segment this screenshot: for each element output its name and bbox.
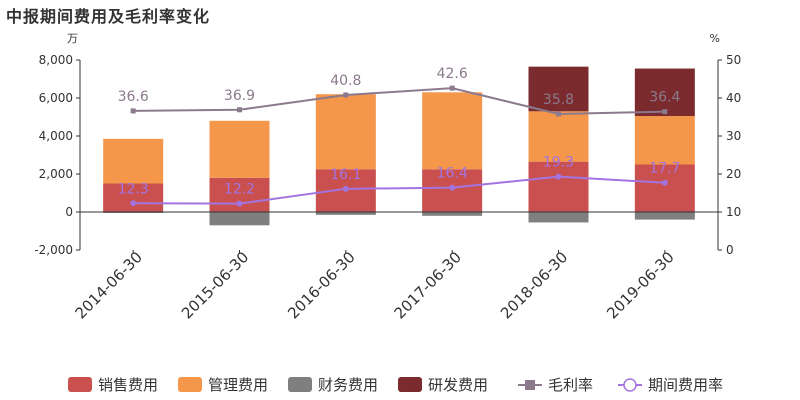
bar-研发费用-2019-06-30 — [634, 68, 695, 117]
bar-财务费用-2015-06-30 — [209, 212, 270, 226]
data-label-毛利率-2017-06-30: 42.6 — [437, 66, 468, 82]
legend-label-毛利率: 毛利率 — [548, 376, 593, 394]
bar-管理费用-2017-06-30 — [422, 92, 483, 170]
line-期间费用率 — [133, 175, 665, 205]
bar-管理费用-2016-06-30 — [315, 94, 376, 170]
chart-title: 中报期间费用及毛利率变化 — [6, 7, 211, 26]
left-tick-label: 6,000 — [39, 91, 73, 105]
point-期间费用率-2014-06-30 — [130, 200, 137, 207]
x-tick-label-2016-06-30: 2016-06-30 — [284, 248, 358, 322]
point-期间费用率-2017-06-30 — [449, 184, 456, 191]
left-tick-label: 2,000 — [39, 167, 73, 181]
legend-label-财务费用: 财务费用 — [318, 376, 378, 394]
legend-label-期间费用率: 期间费用率 — [648, 376, 723, 394]
bar-销售费用-2018-06-30 — [528, 161, 589, 212]
bar-销售费用-2014-06-30 — [103, 183, 164, 212]
left-tick-label: -2,000 — [34, 243, 73, 257]
data-label-毛利率-2016-06-30: 40.8 — [330, 73, 361, 89]
point-毛利率-2016-06-30 — [343, 92, 349, 98]
data-label-期间费用率-2018-06-30: 19.3 — [543, 155, 574, 171]
x-tick-label-2018-06-30: 2018-06-30 — [497, 248, 571, 322]
right-tick-label: 50 — [726, 53, 741, 67]
right-tick-label: 10 — [726, 205, 741, 219]
legend-swatch-销售费用 — [68, 377, 92, 392]
data-label-毛利率-2015-06-30: 36.9 — [224, 88, 255, 104]
point-毛利率-2014-06-30 — [130, 108, 136, 114]
right-tick-label: 30 — [726, 129, 741, 143]
point-期间费用率-2018-06-30 — [555, 173, 562, 180]
data-label-毛利率-2019-06-30: 36.4 — [649, 90, 680, 106]
point-毛利率-2019-06-30 — [662, 109, 668, 115]
point-毛利率-2017-06-30 — [449, 85, 455, 91]
right-tick-label: 20 — [726, 167, 741, 181]
line-毛利率 — [133, 87, 665, 115]
legend-label-销售费用: 销售费用 — [98, 376, 158, 394]
data-label-期间费用率-2014-06-30: 12.3 — [118, 181, 149, 197]
data-label-毛利率-2014-06-30: 36.6 — [118, 89, 149, 105]
bar-财务费用-2017-06-30 — [422, 212, 483, 216]
x-tick-label-2015-06-30: 2015-06-30 — [178, 248, 252, 322]
x-tick-label-2014-06-30: 2014-06-30 — [72, 248, 146, 322]
legend-swatch-研发费用 — [398, 377, 422, 392]
right-tick-label: 40 — [726, 91, 741, 105]
bar-管理费用-2019-06-30 — [634, 116, 695, 165]
legend-swatch-管理费用 — [178, 377, 202, 392]
data-label-期间费用率-2017-06-30: 16.4 — [437, 166, 468, 182]
point-期间费用率-2016-06-30 — [342, 185, 349, 192]
data-label-期间费用率-2016-06-30: 16.1 — [330, 167, 361, 183]
legend-swatch-财务费用 — [288, 377, 312, 392]
bar-财务费用-2019-06-30 — [634, 212, 695, 220]
left-tick-label: 8,000 — [39, 53, 73, 67]
legend-label-研发费用: 研发费用 — [428, 376, 488, 394]
right-tick-label: 0 — [726, 243, 734, 257]
x-tick-label-2017-06-30: 2017-06-30 — [391, 248, 465, 322]
bar-财务费用-2018-06-30 — [528, 212, 589, 223]
left-tick-label: 4,000 — [39, 129, 73, 143]
right-axis-unit: % — [710, 32, 720, 45]
bar-财务费用-2016-06-30 — [315, 212, 376, 215]
data-label-期间费用率-2019-06-30: 17.7 — [649, 161, 680, 177]
legend-label-管理费用: 管理费用 — [208, 376, 268, 394]
legend-marker-期间费用率 — [623, 378, 637, 392]
legend-marker-毛利率 — [525, 380, 535, 390]
point-毛利率-2015-06-30 — [237, 107, 242, 113]
point-期间费用率-2019-06-30 — [661, 179, 668, 186]
bar-销售费用-2019-06-30 — [634, 164, 695, 212]
data-label-毛利率-2018-06-30: 35.8 — [543, 92, 574, 108]
bar-管理费用-2018-06-30 — [528, 111, 589, 162]
bar-管理费用-2014-06-30 — [103, 138, 164, 184]
bar-管理费用-2015-06-30 — [209, 120, 270, 178]
bar-研发费用-2018-06-30 — [528, 66, 589, 112]
left-tick-label: 0 — [65, 205, 73, 219]
x-tick-label-2019-06-30: 2019-06-30 — [603, 248, 677, 322]
point-毛利率-2018-06-30 — [556, 111, 561, 117]
data-label-期间费用率-2015-06-30: 12.2 — [224, 182, 255, 198]
point-期间费用率-2015-06-30 — [236, 200, 243, 207]
left-axis-unit: 万 — [67, 32, 78, 45]
